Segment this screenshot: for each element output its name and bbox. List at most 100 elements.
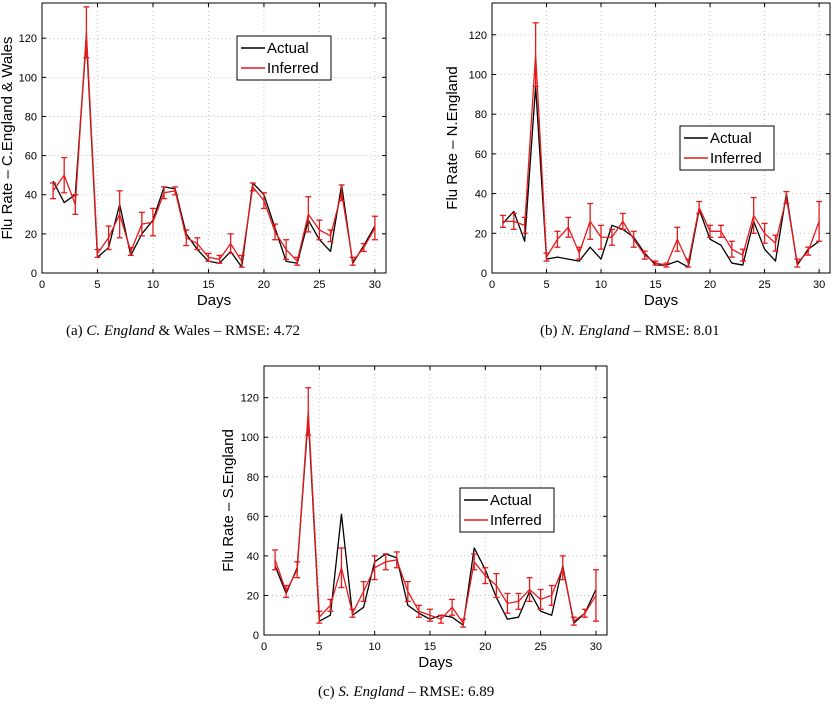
error-bar-inferred <box>482 567 489 585</box>
y-tick-label: 0 <box>481 268 487 280</box>
error-bar-inferred <box>570 616 577 626</box>
error-bar-inferred <box>72 194 79 215</box>
y-tick-label: 40 <box>247 551 259 563</box>
caption-region: N. England <box>561 323 630 339</box>
legend-box <box>679 125 775 171</box>
error-bar-inferred <box>305 196 312 233</box>
caption-prefix: (c) <box>318 684 335 700</box>
y-tick-label: 80 <box>475 109 487 121</box>
error-bar-inferred <box>149 207 156 237</box>
caption-region: S. England <box>338 684 405 700</box>
y-tick-label: 80 <box>25 111 37 123</box>
y-tick-label: 100 <box>241 432 259 444</box>
error-bar-inferred <box>161 186 168 200</box>
caption-metric: – RMSE: 4.72 <box>209 323 300 339</box>
error-bar-inferred <box>559 555 566 581</box>
error-bar-inferred <box>794 258 801 268</box>
error-bar-inferred <box>783 190 790 205</box>
error-bar-inferred <box>272 549 279 571</box>
error-bar-inferred <box>526 576 533 603</box>
series-line-inferred <box>274 410 597 624</box>
series-line-inferred <box>52 31 376 262</box>
y-tick-label: 20 <box>475 228 487 240</box>
error-bar-inferred <box>426 608 433 622</box>
error-bar-inferred <box>630 230 637 248</box>
error-bar-inferred <box>521 216 528 234</box>
y-axis-label: Flu Rate – S.England <box>220 429 237 572</box>
error-bar-inferred <box>598 224 605 250</box>
error-bar-inferred <box>619 212 626 230</box>
y-tick-label: 80 <box>247 472 259 484</box>
error-bar-inferred <box>515 592 522 610</box>
error-bar-inferred <box>772 234 779 252</box>
error-bar-inferred <box>249 182 256 192</box>
plot-area <box>42 3 386 273</box>
error-bar-inferred <box>316 610 323 624</box>
error-bar-inferred <box>294 561 301 579</box>
x-tick-label: 20 <box>258 279 270 291</box>
caption-prefix: (b) <box>540 323 558 339</box>
caption-metric: – RMSE: 6.89 <box>404 684 495 700</box>
y-tick-label: 20 <box>247 590 259 602</box>
error-bar-inferred <box>260 192 267 210</box>
y-tick-label: 0 <box>253 630 259 642</box>
error-bar-inferred <box>338 547 345 589</box>
x-axis-label: Days <box>197 292 231 309</box>
error-bar-inferred <box>548 584 555 606</box>
x-tick-label: 25 <box>534 641 546 653</box>
error-bar-inferred <box>739 248 746 262</box>
chart-n-england: 0 5 10 15 20 25 30 0 20 40 60 80 100 120 Days Flu Rate … <box>444 2 831 309</box>
error-bar-inferred <box>685 258 692 268</box>
caption-region-suffix: & Wales <box>154 323 210 339</box>
caption-region: C. England <box>86 323 155 339</box>
x-tick-label: 15 <box>424 641 436 653</box>
error-bar-inferred <box>641 250 648 260</box>
x-tick-label: 0 <box>261 641 267 653</box>
error-bar-inferred <box>116 190 123 239</box>
x-tick-label: 10 <box>369 641 381 653</box>
error-bar-inferred <box>576 246 583 260</box>
error-bar-inferred <box>674 226 681 252</box>
legend-label: Actual <box>267 40 309 57</box>
error-bar-inferred <box>216 254 223 264</box>
error-bar-inferred <box>460 618 467 628</box>
error-bar-inferred <box>504 592 511 614</box>
y-tick-label: 120 <box>469 30 487 42</box>
error-bar-inferred <box>663 262 670 268</box>
plot-area <box>492 3 830 273</box>
x-tick-label: 20 <box>479 641 491 653</box>
legend-label: Inferred <box>267 60 319 77</box>
error-bar-inferred <box>50 182 57 200</box>
legend: Actual Inferred <box>236 35 332 81</box>
x-tick-label: 10 <box>595 279 607 291</box>
error-bar-inferred <box>371 555 378 581</box>
error-bar-inferred <box>127 246 134 257</box>
x-tick-label: 0 <box>39 279 45 291</box>
y-tick-label: 60 <box>247 511 259 523</box>
x-tick-label: 5 <box>543 279 549 291</box>
legend-label: Actual <box>710 130 752 147</box>
error-bar-inferred <box>393 551 400 569</box>
y-axis-label: Flu Rate – C.England & Wales <box>0 37 16 240</box>
error-bar-inferred <box>105 225 112 251</box>
axes-frame <box>41 2 387 274</box>
y-tick-label: 20 <box>25 229 37 241</box>
y-axis-label: Flu Rate – N.England <box>444 66 461 209</box>
error-bar-inferred <box>499 214 506 228</box>
x-tick-label: 5 <box>94 279 100 291</box>
caption-n-england: (b) N. England – RMSE: 8.01 <box>540 323 720 340</box>
legend-label: Inferred <box>490 512 542 529</box>
caption-prefix: (a) <box>66 323 83 339</box>
error-bar-inferred <box>138 211 145 237</box>
error-bar-inferred <box>283 584 290 599</box>
error-bar-inferred <box>510 212 517 230</box>
error-bar-inferred <box>294 256 301 266</box>
x-tick-label: 25 <box>313 279 325 291</box>
x-tick-label: 30 <box>369 279 381 291</box>
chart-c-england-wales: 0 5 10 15 20 25 30 0 20 40 60 80 100 120 Days Flu Rate … <box>0 2 387 309</box>
error-bar-inferred <box>327 229 334 243</box>
error-bar-inferred <box>360 243 367 253</box>
error-bar-inferred <box>305 387 312 436</box>
error-bar-inferred <box>587 202 594 240</box>
